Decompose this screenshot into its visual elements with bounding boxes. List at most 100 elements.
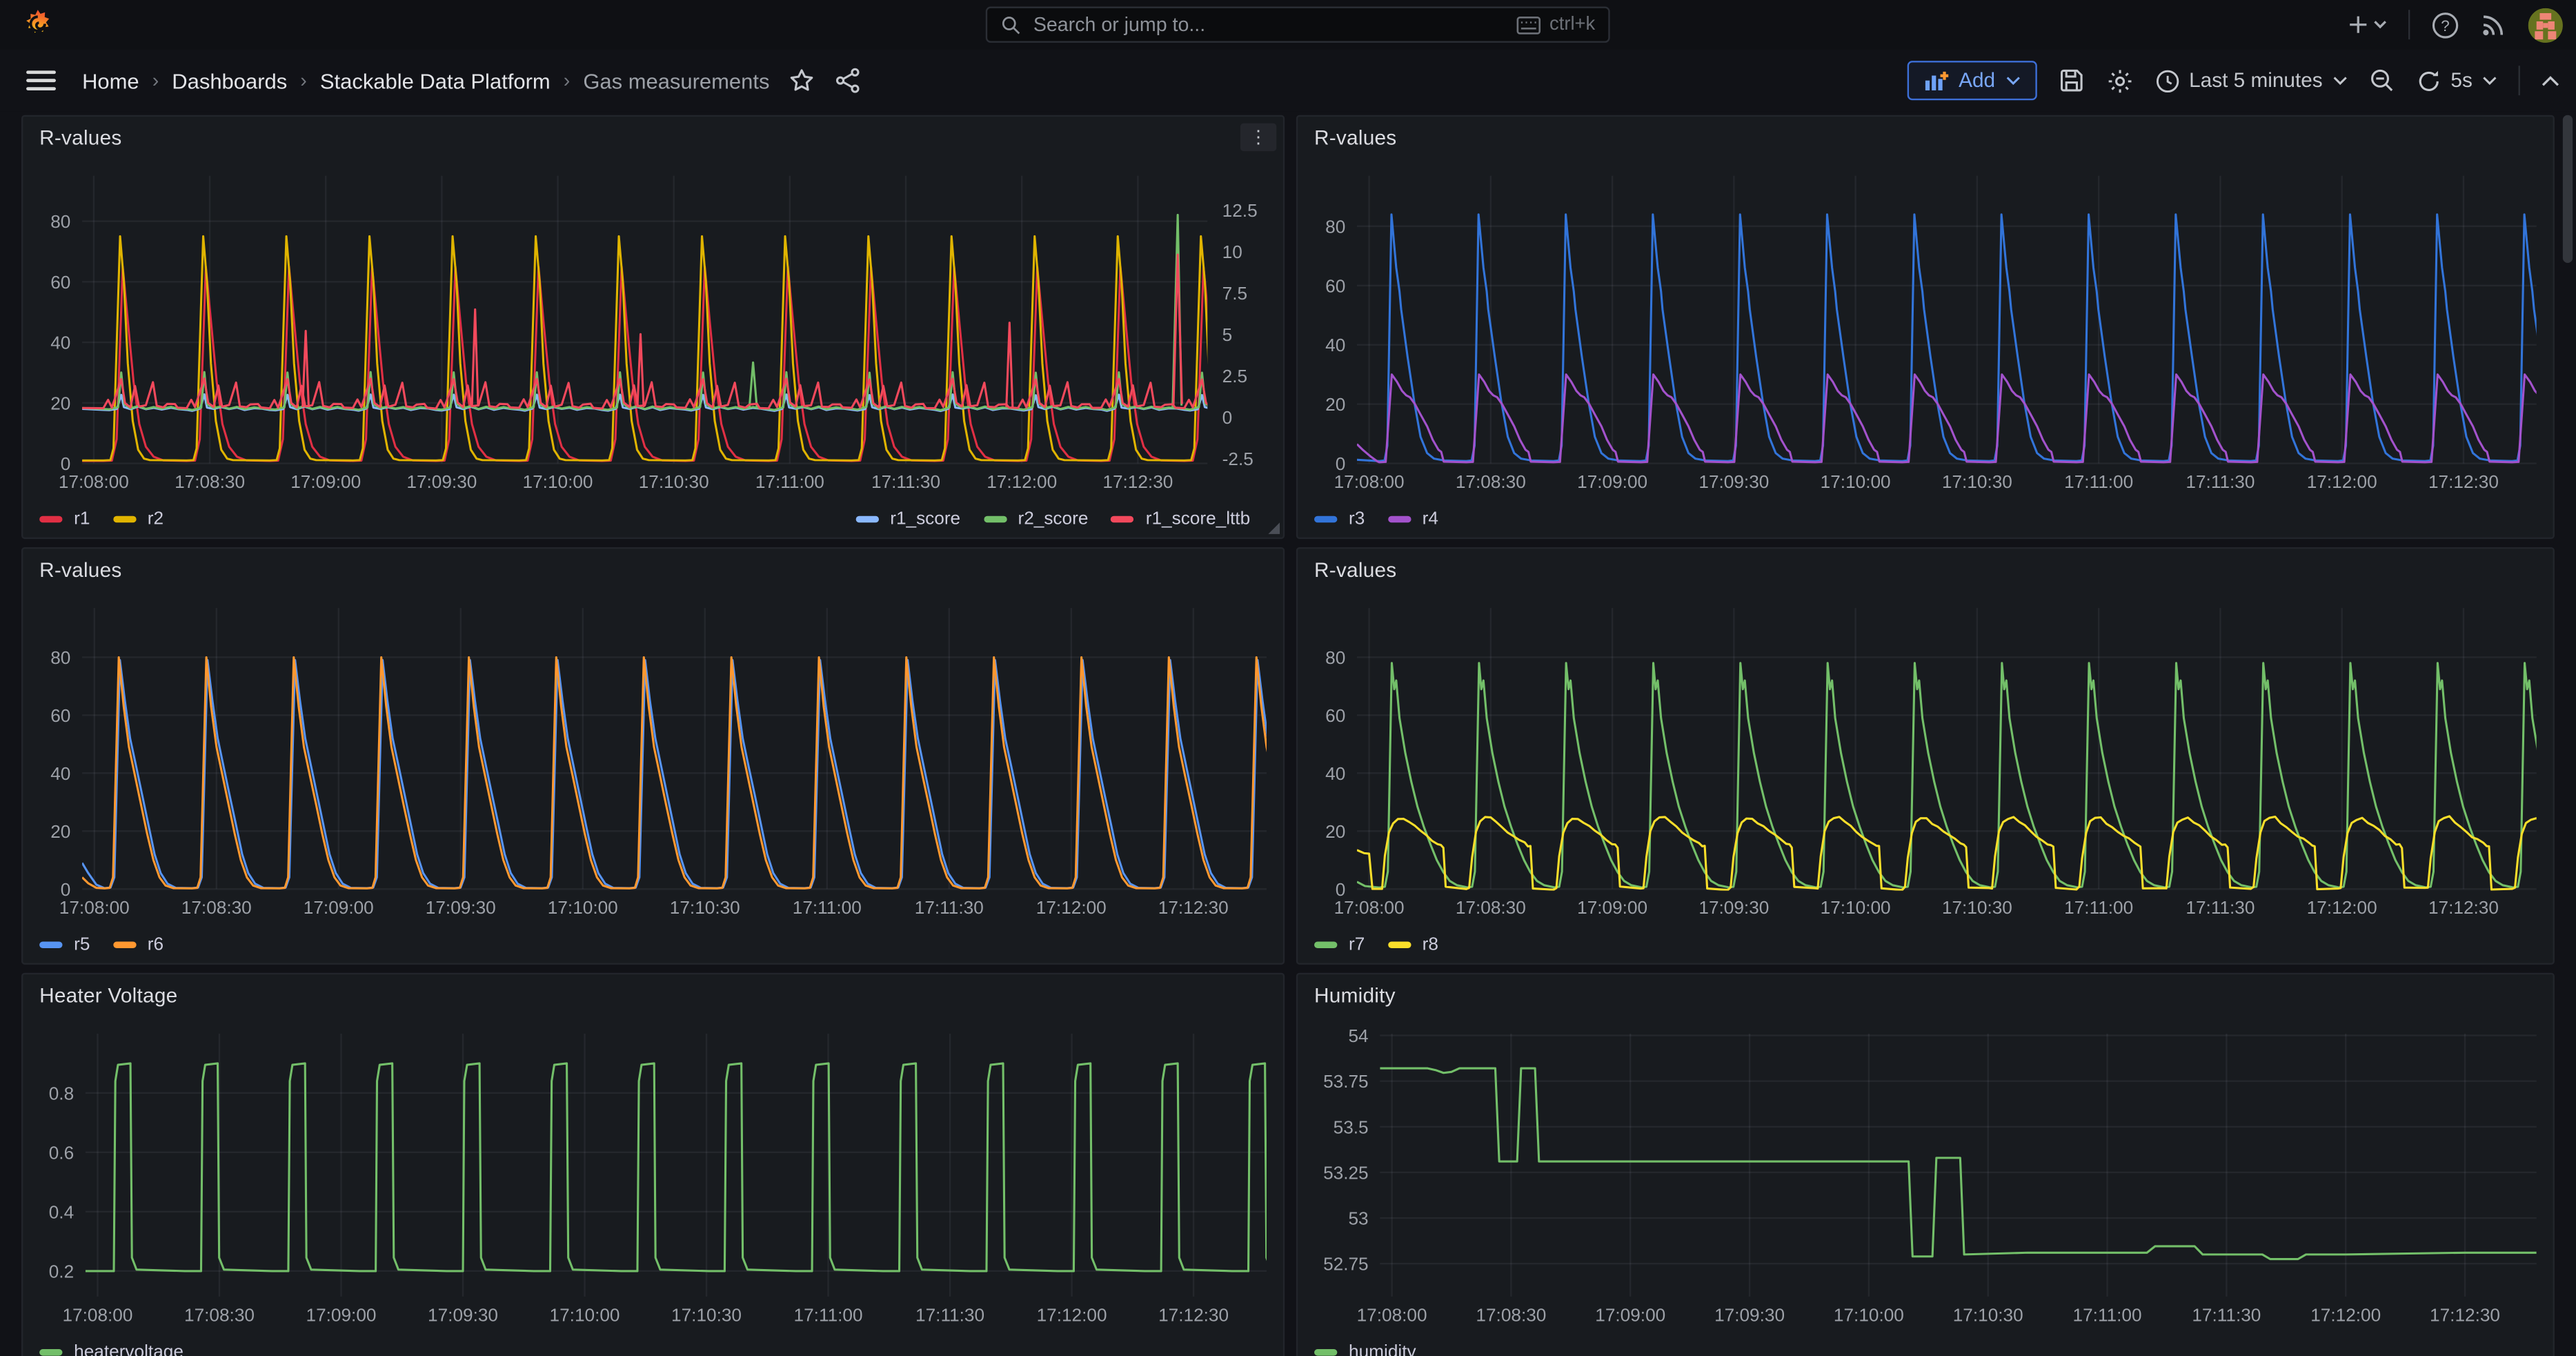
menu-toggle-icon[interactable] [26,70,56,90]
dashboard-settings-gear-icon[interactable] [2106,66,2133,94]
series-r1_score_lttb-spike [1005,322,1014,408]
y-axis-tick-label: 0.6 [49,1142,74,1163]
search-input[interactable]: Search or jump to... ctrl+k [985,6,1610,43]
grafana-logo-icon[interactable] [21,8,55,41]
breadcrumb-home[interactable]: Home [82,68,139,93]
dashboard-toolbar: Add [1908,49,2559,111]
legend-item-r3[interactable]: r3 [1314,509,1365,529]
legend-item-r1_score_lttb[interactable]: r1_score_lttb [1111,509,1250,529]
dashboard-nav-bar: Home › Dashboards › Stackable Data Platf… [0,49,2576,112]
refresh-interval-label[interactable]: 5s [2450,69,2473,92]
search-icon [1002,15,1020,34]
y-axis-tick-label: 53.25 [1323,1162,1369,1183]
y-axis-tick-label: 60 [50,272,70,293]
legend-label: r1 [74,509,90,529]
legend-item-heatervoltage[interactable]: heatervoltage [39,1343,184,1356]
legend-item-r2[interactable]: r2 [112,509,164,529]
x-axis-tick-label: 17:11:00 [2073,1305,2142,1326]
dashboard-panel: R-values 0 20 40 60 80 17:08:00 17:08:30 17:09:0… [1296,115,2555,540]
legend-item-humidity[interactable]: humidity [1314,1343,1416,1356]
y-axis-tick-label: 53.75 [1323,1071,1369,1092]
new-button[interactable] [2348,13,2387,36]
panel-title[interactable]: R-values [39,558,122,582]
y-axis-right-tick-label: 5 [1222,324,1233,345]
y-axis-tick-label: 0 [1336,453,1346,474]
legend-item-r7[interactable]: r7 [1314,935,1365,955]
legend-swatch [983,515,1007,523]
legend-item-r4[interactable]: r4 [1387,509,1438,529]
legend-swatch [1387,941,1411,949]
panel-title[interactable]: Heater Voltage [39,984,178,1008]
x-axis-tick-label: 17:10:30 [639,471,709,492]
legend-item-r6[interactable]: r6 [112,935,164,955]
panel-title[interactable]: R-values [1314,126,1397,150]
dashboard-panel: R-values ⋮ 0 20 40 60 80 -2.5 0 2.5 5 7.5 10 12.5 17:0… [21,115,1285,540]
x-axis-tick-label: 17:09:30 [1698,471,1769,492]
user-avatar[interactable] [2528,7,2563,42]
legend-item-r5[interactable]: r5 [39,935,90,955]
y-axis-tick-label: 60 [1325,275,1345,296]
svg-text:?: ? [2441,17,2450,34]
legend-swatch [112,941,137,949]
favorite-star-icon[interactable] [789,68,815,94]
divider [2518,66,2520,96]
help-icon[interactable]: ? [2431,10,2459,38]
x-axis-tick-label: 17:10:30 [1942,897,2012,918]
collapse-topbar-icon[interactable] [2542,75,2559,86]
y-axis-tick-label: 40 [1325,763,1345,784]
legend-label: r7 [1349,934,1365,955]
series-r1_score_lttb [82,377,1208,410]
x-axis-tick-label: 17:08:30 [181,897,252,918]
y-axis-tick-label: 20 [50,821,70,842]
panel-title[interactable]: Humidity [1314,984,1396,1008]
panel-resize-handle[interactable] [1268,522,1280,534]
add-button[interactable]: Add [1908,61,2037,101]
dashboard-panel: R-values 0 20 40 60 80 17:08:00 17:08:30 17:09:0… [1296,547,2555,965]
chart: 0 20 40 60 80 -2.5 0 2.5 5 7.5 10 12.5 17:08:00 17:08… [50,175,1258,492]
breadcrumb: Home › Dashboards › Stackable Data Platf… [82,68,769,93]
search-shortcut: ctrl+k [1516,14,1595,35]
legend-item-r1[interactable]: r1 [39,509,90,529]
legend-item-r1_score[interactable]: r1_score [855,509,960,529]
news-rss-icon[interactable] [2481,12,2507,38]
x-axis-tick-label: 17:11:30 [2192,1305,2261,1326]
panel-menu-kebab-icon[interactable]: ⋮ [1240,123,1277,152]
x-axis-tick-label: 17:08:30 [184,1305,255,1326]
y-axis-tick-label: 53.5 [1334,1117,1369,1137]
breadcrumb-dashboards[interactable]: Dashboards [172,68,288,93]
time-range-picker[interactable]: Last 5 minutes [2154,68,2347,93]
legend: r1_score r2_score r1_score_lttb [855,509,1250,529]
panel-title[interactable]: R-values [1314,558,1397,582]
x-axis-tick-label: 17:11:00 [2064,471,2133,492]
chart: 0 20 40 60 80 17:08:00 17:08:30 17:09:00 17:09:3… [1325,608,2537,918]
top-bar-actions: ? [2348,0,2563,49]
y-axis-tick-label: 0.2 [49,1261,74,1281]
y-axis-tick-label: 80 [50,211,70,232]
x-axis-tick-label: 17:12:30 [1158,897,1229,918]
series-r3 [1356,213,2537,462]
legend-swatch [1314,515,1338,523]
legend-item-r2_score[interactable]: r2_score [983,509,1088,529]
series-r6 [82,656,1267,890]
dashboard-grid: R-values ⋮ 0 20 40 60 80 -2.5 0 2.5 5 7.5 10 12.5 17:0… [0,111,2576,1356]
x-axis-tick-label: 17:11:30 [2186,897,2255,918]
x-axis-tick-label: 17:12:00 [1036,897,1107,918]
y-axis-tick-label: 53 [1348,1208,1368,1229]
chevron-down-icon[interactable] [2482,76,2497,86]
zoom-out-icon[interactable] [2368,68,2395,94]
scrollbar-thumb[interactable] [2562,115,2573,264]
series-r1_score_lttb-spike [636,333,645,408]
y-axis-right-tick-label: 2.5 [1222,366,1247,386]
panel-title[interactable]: R-values [39,126,122,150]
legend: r3 r4 [1314,509,1438,529]
dashboard-panel: R-values 0 20 40 60 80 17:08:00 17:08:30 17:09:0… [21,547,1285,965]
legend-swatch [1314,1349,1338,1356]
save-dashboard-icon[interactable] [2058,68,2084,94]
x-axis-tick-label: 17:12:00 [2307,897,2377,918]
divider [2408,10,2410,40]
legend-item-r8[interactable]: r8 [1387,935,1438,955]
share-icon[interactable] [835,68,862,94]
y-axis-tick-label: 0 [1336,879,1346,900]
refresh-icon[interactable] [2416,68,2441,93]
breadcrumb-folder[interactable]: Stackable Data Platform [319,68,551,93]
